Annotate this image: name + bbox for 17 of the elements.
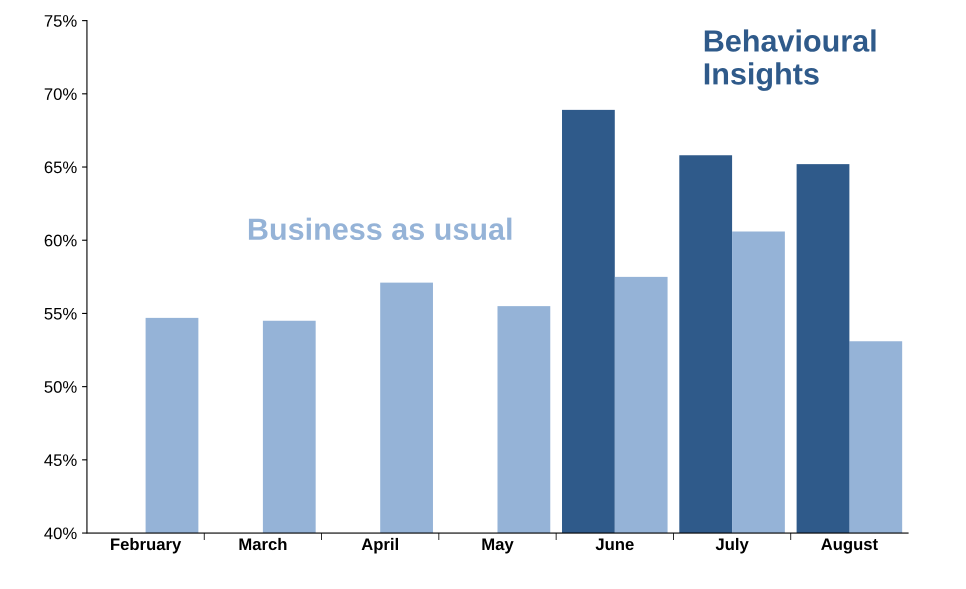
y-tick-label: 70%	[44, 88, 77, 100]
x-tick-label: March	[239, 538, 286, 550]
y-tick-label: 45%	[44, 454, 77, 466]
text: Behavioural Insights	[704, 29, 876, 91]
y-tick-label: 65%	[44, 161, 77, 174]
x-tick-label: July	[716, 538, 749, 554]
x-tick-label: April	[362, 538, 398, 554]
x-tick-label: June	[596, 538, 634, 550]
y-tick-label: 40%	[44, 527, 77, 540]
x-tick-label: May	[482, 538, 514, 554]
y-tick-label: 50%	[44, 381, 77, 393]
y-tick-label: 55%	[44, 308, 77, 320]
x-tick-label: August	[821, 538, 878, 554]
y-tick-label: 60%	[44, 234, 77, 246]
series-label: Business as usual	[248, 218, 512, 240]
x-tick-label: February	[111, 538, 182, 554]
y-tick-label: 75%	[44, 15, 77, 27]
